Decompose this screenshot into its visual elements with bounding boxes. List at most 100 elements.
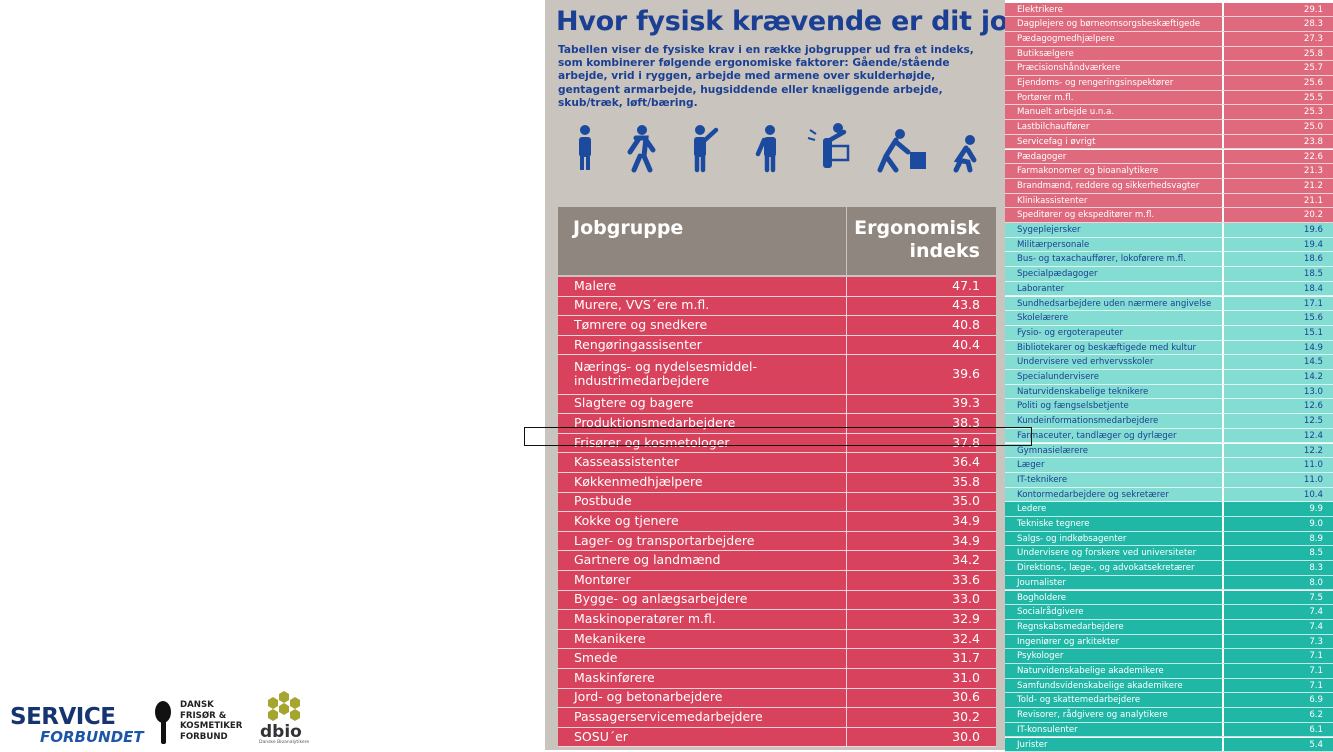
icons bbox=[560, 118, 990, 178]
job-name: Præcisionshåndværkere bbox=[1017, 61, 1120, 76]
job-name: Regnskabsmedarbejdere bbox=[1017, 620, 1124, 635]
index-value: 8.5 bbox=[1309, 546, 1323, 561]
index-value: 21.2 bbox=[1304, 179, 1323, 194]
index-value: 21.3 bbox=[1304, 164, 1323, 179]
index-value: 29.1 bbox=[1304, 3, 1323, 18]
index-value: 7.3 bbox=[1309, 635, 1323, 650]
job-name: Laboranter bbox=[1017, 282, 1064, 297]
icon-lifting bbox=[880, 129, 926, 170]
index-value: 31.7 bbox=[952, 651, 980, 665]
divider bbox=[1222, 150, 1224, 164]
index-value: 13.0 bbox=[1304, 385, 1323, 400]
index-value: 35.8 bbox=[952, 475, 980, 489]
divider bbox=[1222, 620, 1224, 634]
divider bbox=[1222, 47, 1224, 61]
index-value: 18.5 bbox=[1304, 267, 1323, 282]
job-name: Køkkenmedhjælpere bbox=[574, 475, 703, 489]
index-value: 25.8 bbox=[1304, 47, 1323, 62]
job-name: Ledere bbox=[1017, 502, 1046, 517]
index-value: 10.4 bbox=[1304, 488, 1323, 503]
index-value: 23.8 bbox=[1304, 135, 1323, 150]
divider bbox=[846, 630, 847, 649]
divider bbox=[846, 316, 847, 335]
job-name: Sundhedsarbejdere uden nærmere angivelse bbox=[1017, 297, 1211, 312]
index-value: 30.0 bbox=[952, 730, 980, 744]
index-value: 18.4 bbox=[1304, 282, 1323, 297]
divider bbox=[1222, 3, 1224, 17]
divider bbox=[1222, 282, 1224, 296]
job-name: Farmakonomer og bioanalytikere bbox=[1017, 164, 1158, 179]
logo-text: SERVICE bbox=[10, 704, 115, 730]
index-value: 21.1 bbox=[1304, 194, 1323, 209]
divider bbox=[1222, 517, 1224, 531]
divider bbox=[846, 610, 847, 629]
divider bbox=[1222, 546, 1224, 560]
job-name: Rengøringassisenter bbox=[574, 338, 702, 352]
index-value: 6.2 bbox=[1309, 708, 1323, 723]
index-value: 34.9 bbox=[952, 514, 980, 528]
job-name: Murere, VVS´ere m.fl. bbox=[574, 298, 709, 312]
index-value: 14.9 bbox=[1304, 341, 1323, 356]
job-name: Butiksælgere bbox=[1017, 47, 1074, 62]
job-name: Farmaceuter, tandlæger og dyrlæger bbox=[1017, 429, 1177, 444]
table-header: Jobgruppe Ergonomisk indeks bbox=[558, 207, 996, 275]
index-value: 47.1 bbox=[952, 279, 980, 293]
job-name: IT-teknikere bbox=[1017, 473, 1067, 488]
divider bbox=[1222, 341, 1224, 355]
divider bbox=[1222, 223, 1224, 237]
divider bbox=[846, 453, 847, 472]
index-value: 32.9 bbox=[952, 612, 980, 626]
divider bbox=[1222, 297, 1224, 311]
job-name: Politi og fængselsbetjente bbox=[1017, 399, 1129, 414]
job-name: Montører bbox=[574, 573, 631, 587]
index-value: 28.3 bbox=[1304, 17, 1323, 32]
index-value: 27.3 bbox=[1304, 32, 1323, 47]
job-name: Naturvidenskabelige teknikere bbox=[1017, 385, 1148, 400]
index-value: 7.4 bbox=[1309, 605, 1323, 620]
index-value: 25.0 bbox=[1304, 120, 1323, 135]
table-row: Køkkenmedhjælpere 35.8 bbox=[558, 473, 996, 493]
divider bbox=[846, 728, 847, 747]
icon-kneeling bbox=[956, 135, 975, 170]
divider bbox=[1222, 649, 1224, 663]
job-name: Told- og skattemedarbejdere bbox=[1017, 693, 1140, 708]
title: Hvor fysisk krævende er dit job? bbox=[556, 6, 1042, 37]
job-name: Manuelt arbejde u.n.a. bbox=[1017, 105, 1114, 120]
job-name: Naturvidenskabelige akademikere bbox=[1017, 664, 1164, 679]
job-name: Militærpersonale bbox=[1017, 238, 1089, 253]
divider bbox=[1222, 91, 1224, 105]
job-name: Passagerservicemedarbejdere bbox=[574, 710, 763, 724]
index-value: 32.4 bbox=[952, 632, 980, 646]
job-name: Revisorer, rådgivere og analytikere bbox=[1017, 708, 1168, 723]
divider bbox=[1222, 32, 1224, 46]
divider bbox=[846, 493, 847, 512]
job-name: Bogholdere bbox=[1017, 591, 1066, 606]
index-value: 7.1 bbox=[1309, 649, 1323, 664]
table-row: Ledere 9.9 bbox=[1005, 502, 1333, 517]
index-value: 8.3 bbox=[1309, 561, 1323, 576]
divider bbox=[846, 207, 847, 275]
index-value: 34.9 bbox=[952, 534, 980, 548]
divider bbox=[846, 532, 847, 551]
table-row: Naturvidenskabelige teknikere 13.0 bbox=[1005, 385, 1333, 400]
index-value: 9.9 bbox=[1309, 502, 1323, 517]
